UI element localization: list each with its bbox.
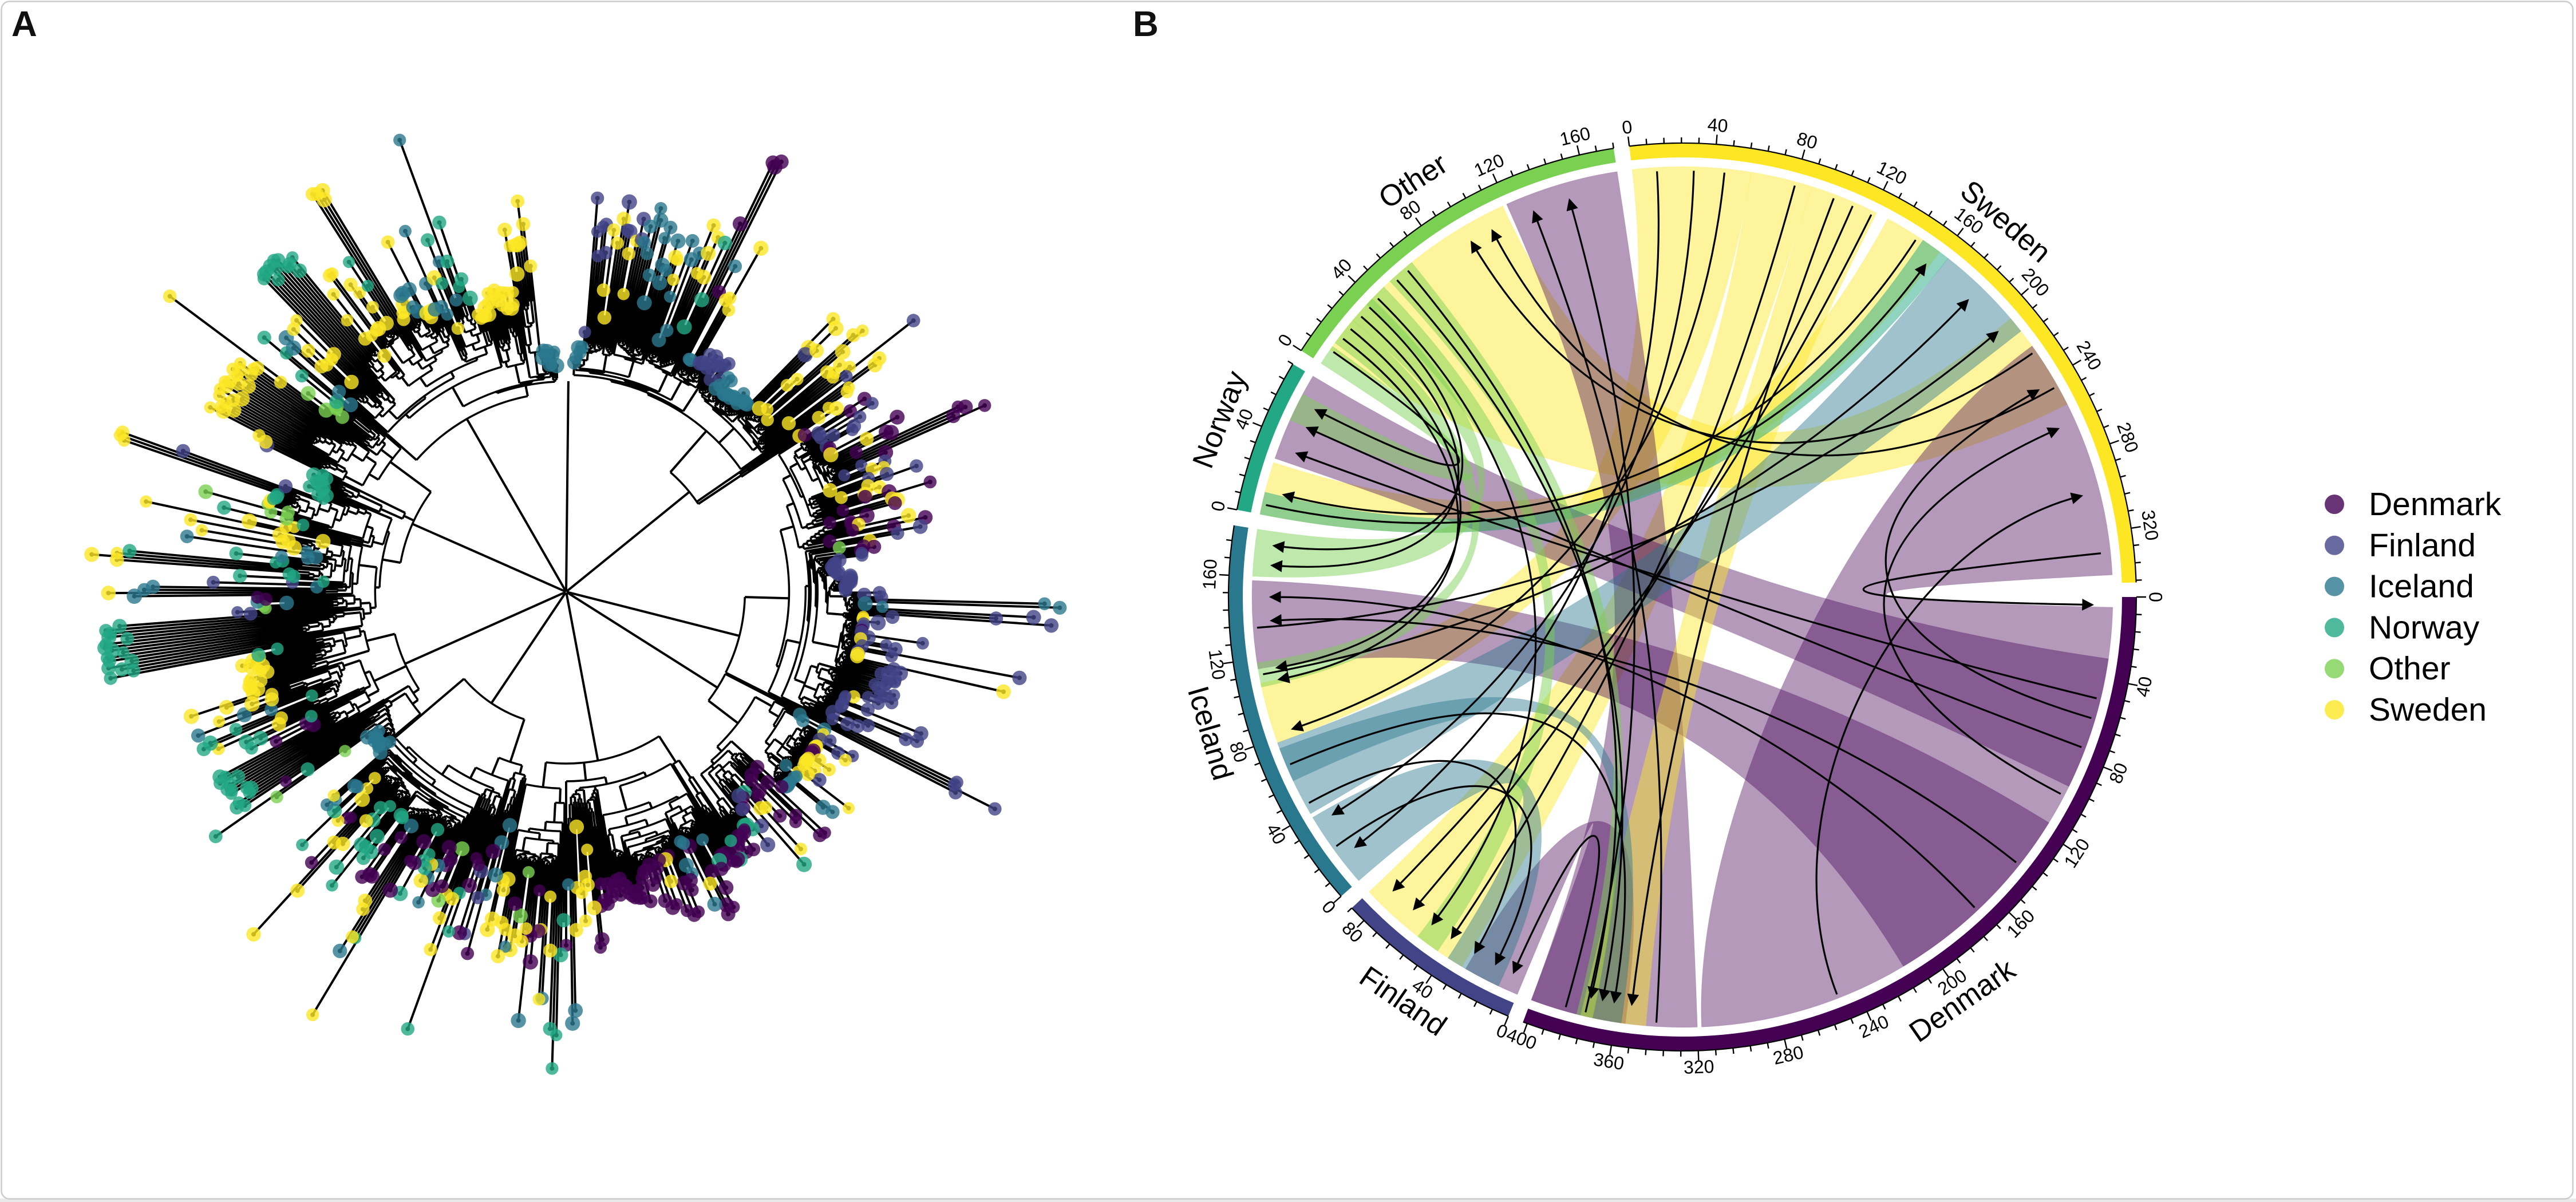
svg-text:40: 40 (2132, 675, 2156, 699)
svg-text:320: 320 (2138, 509, 2163, 542)
svg-text:Iceland: Iceland (2369, 568, 2474, 605)
svg-text:B: B (1133, 5, 1159, 44)
svg-text:360: 360 (1592, 1049, 1625, 1074)
svg-text:0: 0 (1621, 116, 1633, 138)
svg-text:Denmark: Denmark (2369, 486, 2502, 523)
svg-text:Other: Other (2369, 650, 2451, 687)
svg-text:160: 160 (1199, 559, 1221, 590)
svg-text:Finland: Finland (2369, 527, 2476, 564)
svg-text:40: 40 (1707, 114, 1729, 136)
svg-text:Sweden: Sweden (2369, 691, 2487, 728)
svg-text:A: A (11, 5, 37, 44)
svg-text:0: 0 (2146, 592, 2166, 602)
svg-text:Norway: Norway (2369, 609, 2480, 646)
svg-text:120: 120 (1204, 648, 1229, 681)
